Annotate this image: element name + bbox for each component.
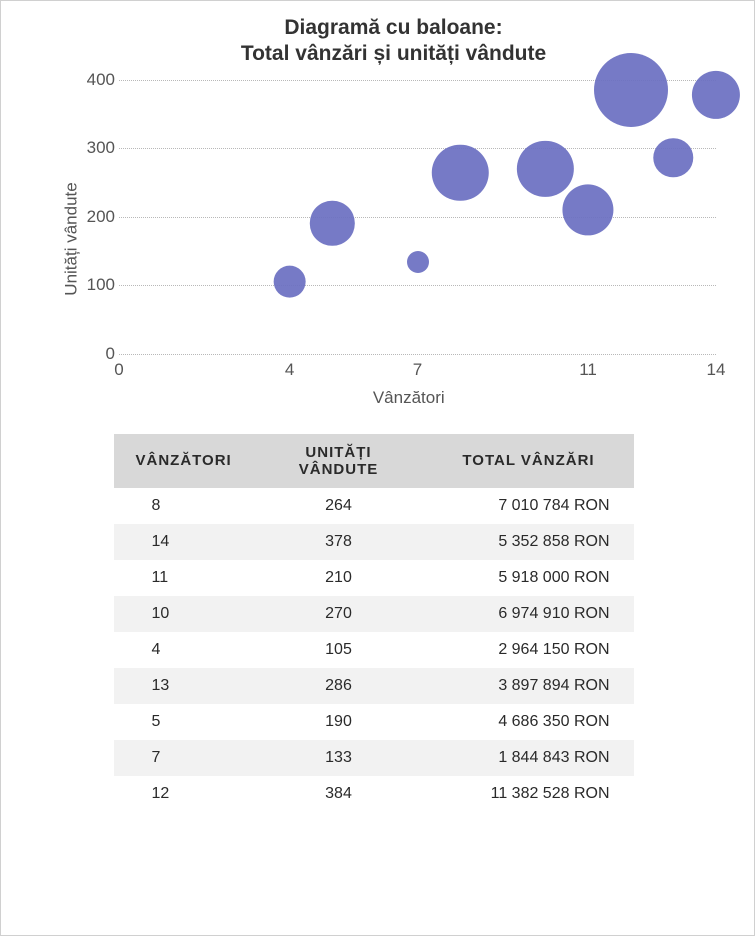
table-cell: 264 — [254, 488, 424, 524]
x-tick-label: 11 — [579, 360, 597, 380]
table-cell: 2 964 150 RON — [424, 632, 634, 668]
bubble — [407, 251, 429, 273]
table-cell: 378 — [254, 524, 424, 560]
bubble — [654, 138, 693, 177]
plot-area — [119, 80, 716, 354]
gridline — [119, 148, 716, 149]
table-header-row: VÂNZĂTORI UNITĂȚI VÂNDUTE TOTAL VÂNZĂRI — [114, 434, 634, 488]
table-cell: 190 — [254, 704, 424, 740]
table-cell: 1 844 843 RON — [424, 740, 634, 776]
y-tick-label: 200 — [81, 207, 115, 227]
y-tick-label: 0 — [81, 344, 115, 364]
gridline — [119, 354, 716, 355]
table-cell: 4 686 350 RON — [424, 704, 634, 740]
table-cell: 5 — [114, 704, 254, 740]
bubble — [562, 184, 613, 235]
table-cell: 286 — [254, 668, 424, 704]
table-cell: 8 — [114, 488, 254, 524]
y-tick-label: 300 — [81, 138, 115, 158]
gridline — [119, 217, 716, 218]
bubble — [273, 265, 306, 298]
table-cell: 11 — [114, 560, 254, 596]
bubble — [594, 53, 668, 127]
x-tick-label: 7 — [413, 360, 422, 380]
bubble — [432, 144, 488, 200]
table-cell: 7 — [114, 740, 254, 776]
table-row: 82647 010 784 RON — [114, 488, 634, 524]
table-row: 1238411 382 528 RON — [114, 776, 634, 812]
table-cell: 13 — [114, 668, 254, 704]
bubble — [517, 140, 573, 196]
bubble — [692, 70, 740, 118]
table-cell: 7 010 784 RON — [424, 488, 634, 524]
table-cell: 12 — [114, 776, 254, 812]
bubble-chart: Unități vândute Vânzători 01002003004000… — [21, 74, 726, 404]
col-header-total: TOTAL VÂNZĂRI — [424, 434, 634, 488]
y-tick-label: 100 — [81, 275, 115, 295]
table-row: 71331 844 843 RON — [114, 740, 634, 776]
x-tick-label: 0 — [114, 360, 123, 380]
x-tick-label: 4 — [285, 360, 294, 380]
table-cell: 270 — [254, 596, 424, 632]
table-cell: 10 — [114, 596, 254, 632]
gridline — [119, 285, 716, 286]
table-cell: 11 382 528 RON — [424, 776, 634, 812]
table-row: 41052 964 150 RON — [114, 632, 634, 668]
table-cell: 133 — [254, 740, 424, 776]
table-row: 132863 897 894 RON — [114, 668, 634, 704]
table-cell: 5 918 000 RON — [424, 560, 634, 596]
col-header-vanzatori: VÂNZĂTORI — [114, 434, 254, 488]
table-cell: 4 — [114, 632, 254, 668]
table-row: 102706 974 910 RON — [114, 596, 634, 632]
table-cell: 384 — [254, 776, 424, 812]
table-cell: 14 — [114, 524, 254, 560]
chart-title-line1: Diagramă cu baloane: — [61, 15, 726, 41]
table-cell: 105 — [254, 632, 424, 668]
y-tick-label: 400 — [81, 70, 115, 90]
x-axis-label: Vânzători — [373, 388, 445, 408]
x-tick-label: 14 — [707, 360, 726, 380]
table-cell: 3 897 894 RON — [424, 668, 634, 704]
table-row: 143785 352 858 RON — [114, 524, 634, 560]
table-row: 112105 918 000 RON — [114, 560, 634, 596]
table-cell: 5 352 858 RON — [424, 524, 634, 560]
col-header-unitati: UNITĂȚI VÂNDUTE — [254, 434, 424, 488]
bubble — [310, 201, 354, 245]
data-table: VÂNZĂTORI UNITĂȚI VÂNDUTE TOTAL VÂNZĂRI … — [114, 434, 634, 812]
table-cell: 210 — [254, 560, 424, 596]
table-row: 51904 686 350 RON — [114, 704, 634, 740]
table-cell: 6 974 910 RON — [424, 596, 634, 632]
y-axis-label: Unități vândute — [62, 182, 82, 295]
